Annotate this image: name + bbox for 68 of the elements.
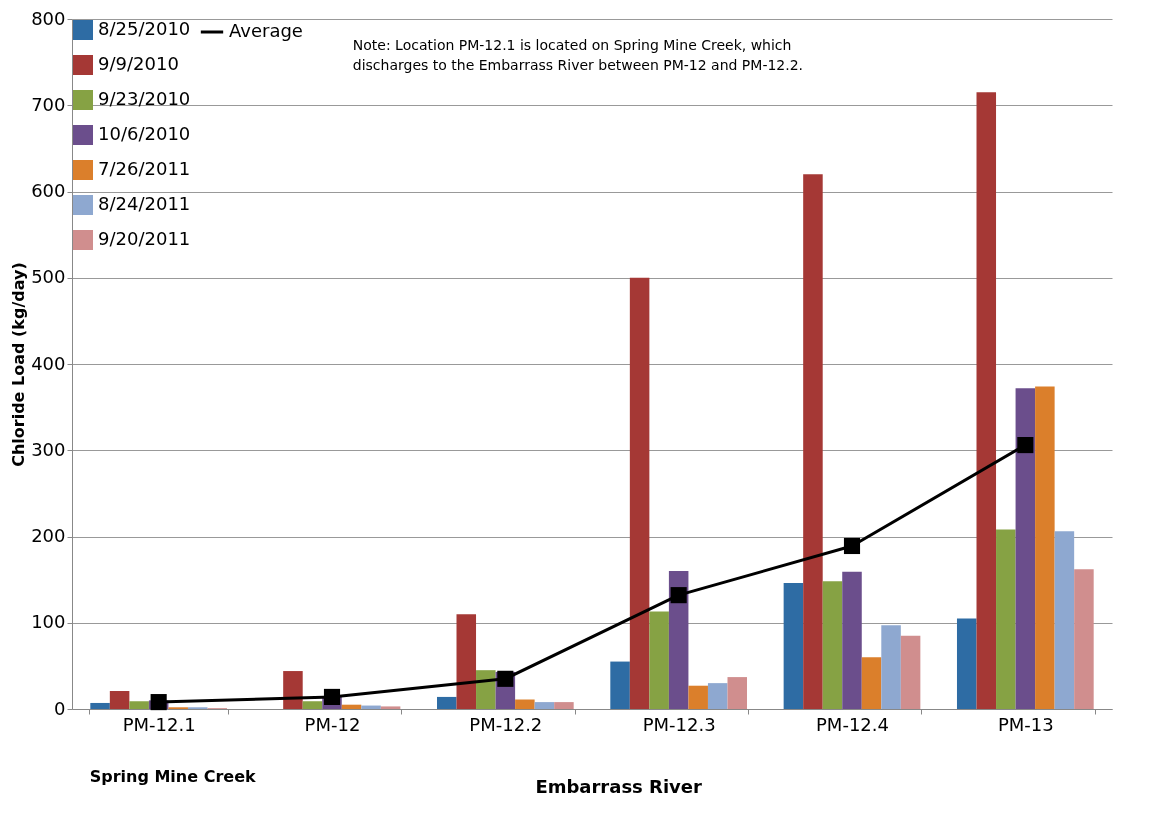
bar [649, 611, 669, 709]
bar [554, 702, 574, 709]
bar [803, 174, 823, 709]
bar [302, 701, 323, 709]
y-axis-title: Chloride Load (kg/day) [9, 262, 29, 467]
bar [727, 677, 748, 709]
bar [436, 696, 457, 709]
bar [881, 625, 901, 709]
y-tick-label: 0 [54, 697, 66, 719]
y-tick-label: 400 [31, 352, 66, 374]
legend-label: 9/9/2010 [98, 53, 179, 74]
bar [996, 529, 1016, 709]
bar [956, 618, 977, 709]
bar [1054, 531, 1075, 709]
point [670, 587, 687, 604]
x-tick-label: PM-13 [997, 713, 1054, 735]
bar [380, 706, 401, 709]
legend-label: 8/24/2011 [98, 193, 191, 214]
bar [361, 705, 381, 709]
bar [90, 702, 110, 709]
point [1017, 437, 1034, 454]
point [843, 537, 861, 555]
bar [283, 671, 303, 709]
y-tick-label: 500 [31, 266, 66, 288]
y-tick-label: 600 [31, 180, 66, 201]
bar [129, 701, 149, 709]
y-tick-label: 700 [31, 93, 66, 115]
bar [1035, 386, 1055, 709]
bar [822, 581, 843, 709]
bar [783, 583, 804, 709]
x-tick-label: PM-12.4 [816, 713, 889, 735]
legend-label: 9/20/2011 [98, 228, 191, 249]
legend-label: Average [229, 20, 303, 41]
bar [688, 685, 708, 709]
legend-label: 10/6/2010 [98, 123, 191, 144]
legend-label: 8/25/2010 [98, 18, 191, 39]
bar [476, 670, 496, 709]
y-tick-label: 200 [31, 525, 66, 546]
bar [629, 277, 650, 709]
y-tick-label: 100 [31, 611, 66, 633]
bar [861, 657, 882, 709]
text: Spring Mine Creek [89, 767, 256, 786]
bar [707, 683, 728, 709]
bar [610, 661, 630, 709]
point [323, 688, 341, 705]
text: Embarrass River [535, 776, 703, 797]
y-tick-label: 300 [31, 438, 66, 460]
bar [900, 635, 921, 709]
bar [842, 571, 862, 709]
bar [515, 699, 535, 709]
legend-label: 7/26/2011 [98, 158, 191, 179]
bar [668, 571, 689, 709]
legend-label: 9/23/2010 [98, 88, 191, 109]
bar [534, 702, 555, 709]
bar [341, 704, 362, 709]
bar [109, 690, 130, 709]
point [497, 670, 514, 687]
bar [1015, 388, 1036, 709]
y-tick-label: 800 [31, 7, 66, 29]
bar [976, 92, 997, 709]
x-tick-label: PM-12.2 [469, 713, 543, 735]
bar [1074, 569, 1094, 709]
x-tick-label: PM-12 [304, 713, 361, 735]
annotation: Note: Location PM-12.1 is located on Spring Mine Creek, which discharges to the Embarrass River between PM-12 and PM-12.2. [352, 37, 804, 73]
point [150, 694, 167, 711]
x-tick-label: PM-12.1 [122, 713, 196, 735]
x-tick-label: PM-12.3 [642, 713, 716, 735]
bar [456, 614, 477, 709]
